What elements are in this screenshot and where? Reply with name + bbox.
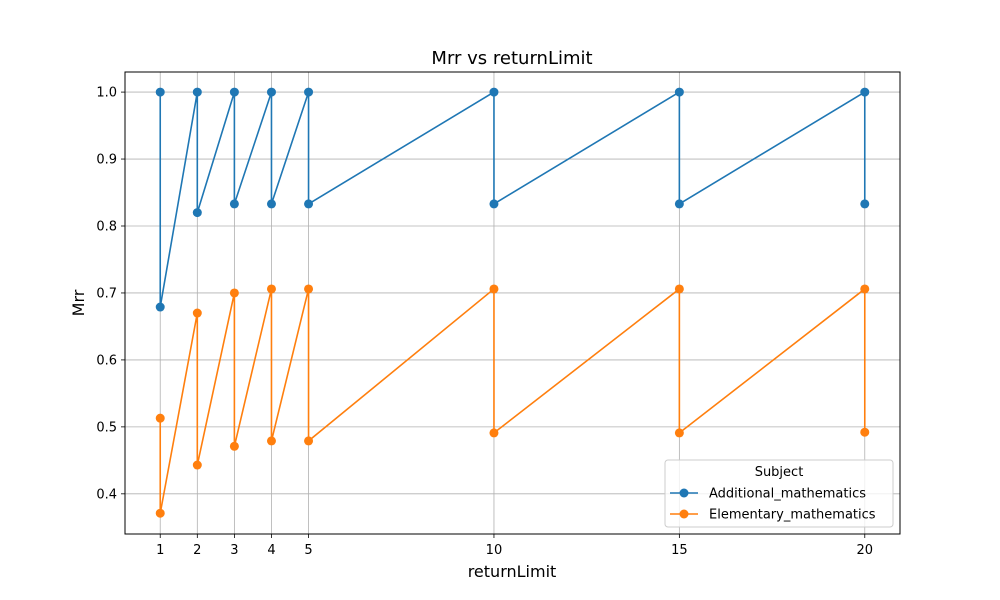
legend-label: Additional_mathematics [709,487,866,502]
x-tick-label: 3 [230,543,238,558]
legend-label: Elementary_mathematics [709,508,876,523]
y-tick-label: 0.5 [96,420,117,435]
data-point [192,87,202,97]
data-point [266,284,276,294]
x-tick-label: 20 [856,543,873,558]
data-point [304,87,314,97]
y-tick-label: 0.6 [96,353,117,368]
x-tick-label: 10 [486,543,503,558]
data-point [304,284,314,294]
data-point [229,199,239,209]
series-layer [155,87,870,518]
x-axis-label: returnLimit [468,562,557,581]
data-point [229,87,239,97]
data-point [489,87,499,97]
data-point [192,308,202,318]
data-point [674,87,684,97]
legend-box [664,459,894,528]
legend-marker [679,509,689,519]
x-tick-label: 2 [193,543,201,558]
series-additional-mathematics [155,87,870,312]
series-line [159,287,866,514]
data-point [192,460,202,470]
y-tick-label: 0.8 [96,220,117,235]
data-point [229,288,239,298]
legend-entry: Additional_mathematics [670,487,866,502]
data-point [155,302,165,312]
data-point [489,284,499,294]
legend: Subject Additional_mathematics Elementary… [664,459,894,528]
data-point [155,508,165,518]
ticks: 1 2 3 4 5 10 15 20 0.4 0.5 0.6 0.7 0.8 0.9 1.0 [96,86,873,558]
data-point [304,199,314,209]
data-point [489,428,499,438]
series-line [159,90,866,308]
series-elementary-mathematics [155,284,870,518]
x-tick-label: 5 [304,543,312,558]
data-point [860,87,870,97]
data-point [266,436,276,446]
legend-entries: Additional_mathematics Elementary_mathema… [670,487,876,523]
legend-marker [679,488,689,498]
legend-title: Subject [755,465,804,480]
legend-entry: Elementary_mathematics [670,508,876,523]
x-tick-label: 15 [671,543,688,558]
y-tick-label: 0.4 [96,487,117,502]
data-point [489,199,499,209]
data-point [229,441,239,451]
data-point [266,87,276,97]
data-point [674,428,684,438]
data-point [860,284,870,294]
y-tick-label: 1.0 [96,86,117,101]
data-point [155,87,165,97]
y-axis-label: Mrr [69,289,88,316]
data-point [674,199,684,209]
data-point [304,436,314,446]
plot-frame [124,71,901,535]
x-tick-label: 4 [267,543,275,558]
y-tick-label: 0.9 [96,153,117,168]
x-tick-label: 1 [156,543,164,558]
data-point [674,284,684,294]
data-point [860,427,870,437]
data-point [860,199,870,209]
chart-title: Mrr vs returnLimit [431,48,592,69]
data-point [192,208,202,218]
data-point [155,413,165,423]
data-point [266,199,276,209]
y-tick-label: 0.7 [96,286,117,301]
